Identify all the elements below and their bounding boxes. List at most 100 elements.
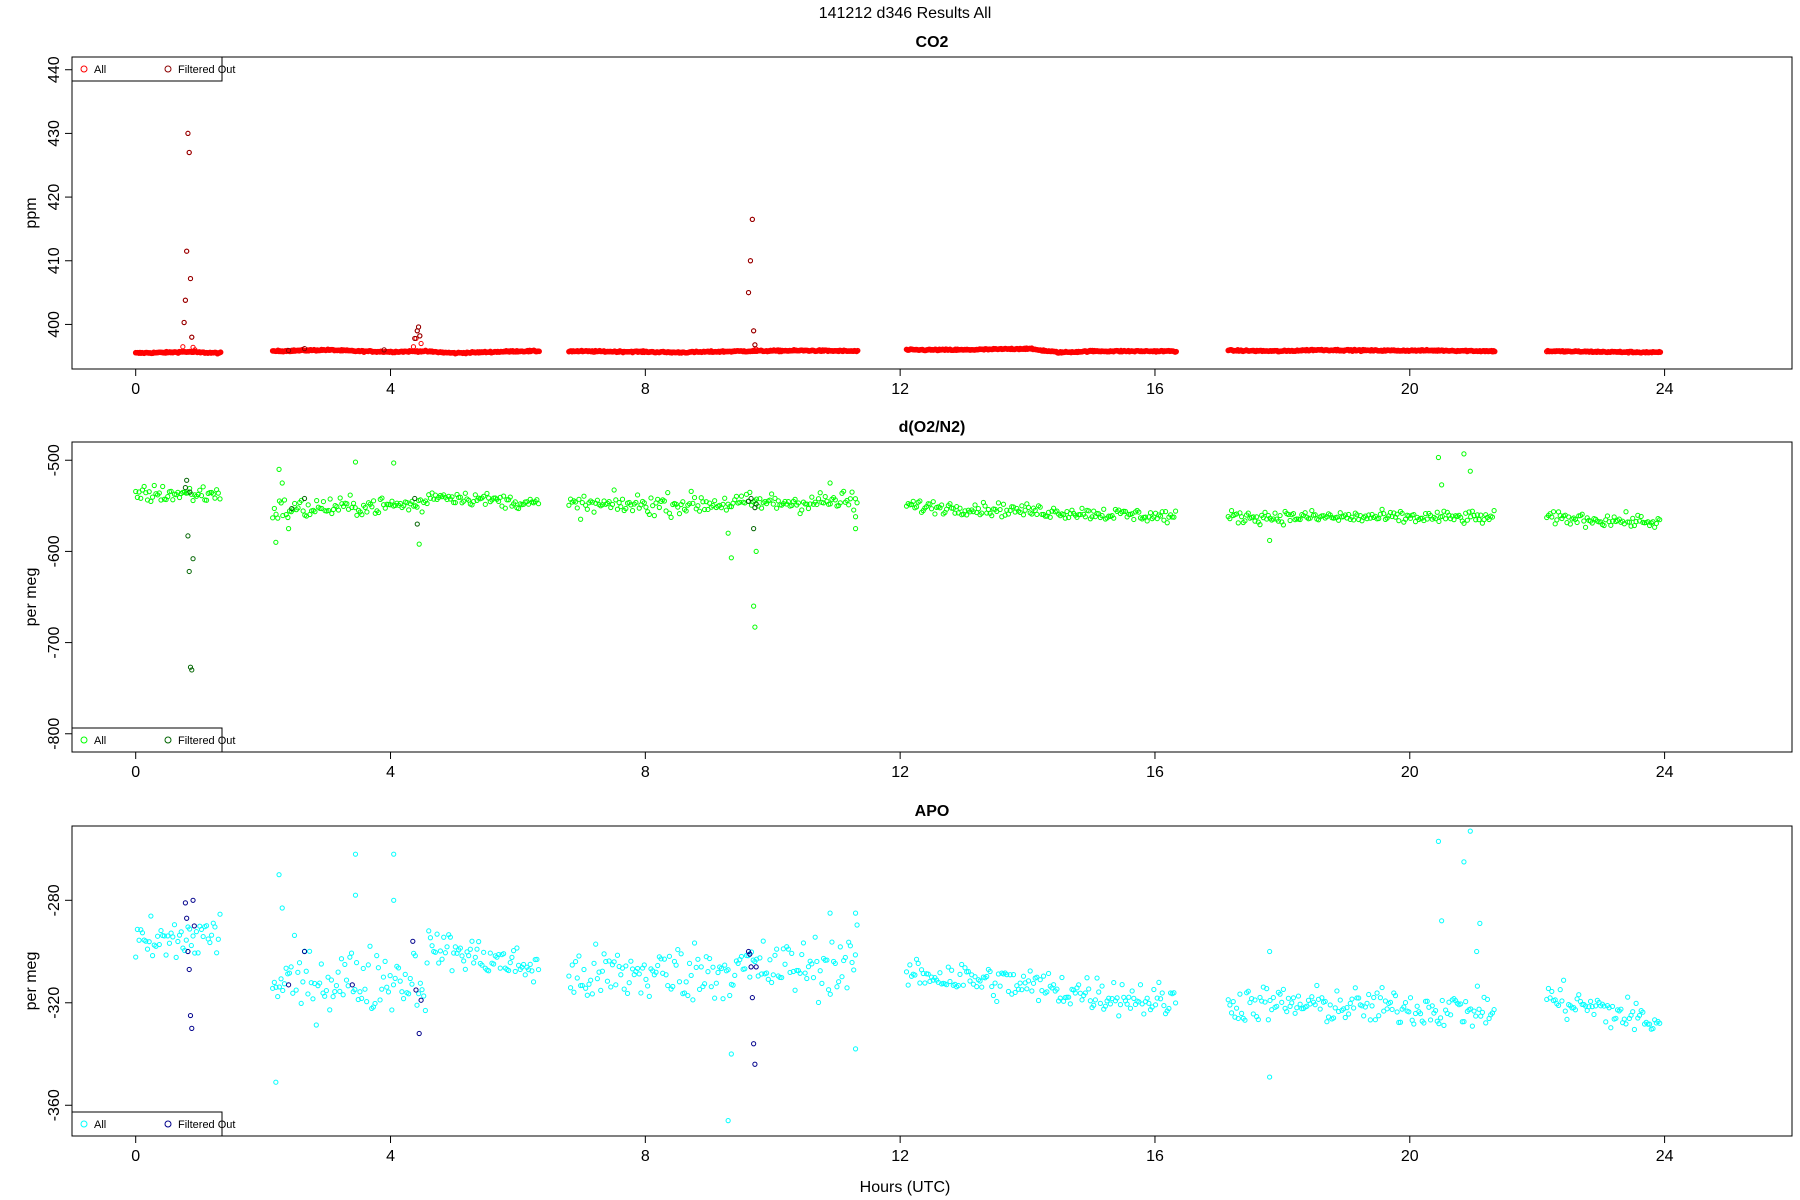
data-point bbox=[1604, 513, 1611, 519]
data-point bbox=[168, 488, 174, 494]
x-tick-label: 16 bbox=[1146, 1148, 1164, 1165]
x-tick-label: 4 bbox=[386, 381, 395, 398]
data-point bbox=[792, 496, 798, 502]
data-point bbox=[623, 963, 629, 969]
data-point bbox=[1561, 977, 1567, 983]
data-point bbox=[809, 494, 815, 500]
data-point bbox=[1082, 514, 1088, 520]
legend-symbol-all bbox=[80, 1120, 88, 1128]
data-point bbox=[522, 972, 528, 978]
panel-0: CO2 ppm 0 4 8 12 16 20 24 400 410 420 430 440 All Filte… bbox=[23, 34, 1793, 398]
data-point bbox=[273, 1079, 279, 1085]
data-point bbox=[134, 494, 140, 500]
data-point bbox=[197, 487, 203, 493]
data-point bbox=[1025, 978, 1032, 984]
data-point bbox=[1262, 509, 1268, 515]
filtered-point bbox=[747, 258, 754, 264]
y-tick-label: -500 bbox=[46, 444, 63, 476]
data-point bbox=[1124, 1001, 1130, 1007]
data-point bbox=[298, 1000, 304, 1007]
data-point bbox=[646, 511, 652, 518]
data-point bbox=[1379, 984, 1385, 991]
data-point bbox=[534, 956, 540, 962]
filtered-point bbox=[182, 297, 188, 303]
data-point bbox=[1111, 979, 1117, 986]
data-point bbox=[1239, 1010, 1245, 1016]
data-point bbox=[1285, 511, 1292, 518]
data-point bbox=[276, 984, 282, 990]
data-point bbox=[955, 982, 961, 989]
data-point bbox=[529, 968, 535, 974]
legend-symbol-all bbox=[80, 736, 88, 744]
data-point bbox=[400, 996, 407, 1002]
data-point bbox=[1439, 918, 1445, 924]
filtered-point bbox=[413, 987, 419, 993]
data-point bbox=[1572, 1007, 1579, 1013]
data-point bbox=[1319, 995, 1325, 1001]
data-point bbox=[295, 505, 301, 511]
data-point bbox=[1019, 987, 1025, 993]
filtered-point bbox=[190, 897, 196, 903]
data-point bbox=[614, 952, 621, 958]
data-point bbox=[1022, 507, 1028, 513]
data-point bbox=[641, 500, 647, 506]
data-point bbox=[691, 940, 698, 946]
data-point bbox=[1483, 1020, 1489, 1026]
data-point bbox=[571, 989, 577, 995]
data-point bbox=[656, 504, 662, 511]
legend: All Filtered Out bbox=[71, 1111, 235, 1137]
data-point bbox=[275, 515, 281, 521]
data-point bbox=[795, 500, 802, 506]
data-point bbox=[629, 508, 636, 514]
data-point bbox=[613, 497, 619, 503]
data-point bbox=[467, 946, 473, 952]
data-point bbox=[476, 939, 482, 945]
data-point bbox=[432, 492, 438, 498]
data-point bbox=[472, 492, 478, 498]
data-point bbox=[215, 490, 221, 496]
data-point bbox=[947, 978, 953, 985]
data-point bbox=[1122, 508, 1129, 515]
data-point bbox=[665, 982, 671, 989]
data-point bbox=[957, 505, 963, 511]
data-point bbox=[827, 910, 833, 916]
data-point bbox=[217, 496, 223, 502]
data-point bbox=[984, 973, 990, 980]
y-tick-label: 410 bbox=[46, 247, 63, 274]
data-point bbox=[466, 953, 472, 959]
data-point bbox=[1361, 1013, 1367, 1019]
data-point bbox=[479, 962, 485, 968]
data-point bbox=[832, 960, 838, 967]
data-point bbox=[1119, 982, 1125, 988]
data-point bbox=[1474, 948, 1480, 955]
data-point bbox=[1448, 1012, 1454, 1018]
data-point bbox=[380, 974, 387, 980]
filtered-point bbox=[184, 915, 190, 921]
data-point bbox=[1344, 1005, 1350, 1011]
data-point bbox=[1650, 1025, 1656, 1032]
data-point bbox=[149, 494, 156, 500]
data-point bbox=[501, 951, 507, 957]
data-point bbox=[288, 964, 294, 970]
data-point bbox=[1376, 515, 1382, 522]
data-point bbox=[325, 507, 332, 514]
data-point bbox=[379, 986, 385, 992]
data-point bbox=[155, 933, 161, 939]
y-axis-title: per meg bbox=[23, 952, 40, 1011]
data-point bbox=[515, 505, 522, 512]
data-point bbox=[1309, 507, 1315, 514]
data-point bbox=[486, 968, 492, 974]
data-point bbox=[1146, 1000, 1152, 1006]
data-point bbox=[1019, 503, 1025, 509]
data-point bbox=[1640, 1009, 1646, 1015]
data-point bbox=[665, 490, 671, 496]
data-point bbox=[770, 972, 776, 978]
data-point bbox=[144, 946, 151, 952]
legend-symbol-filtered bbox=[164, 65, 172, 73]
filtered-point bbox=[745, 948, 752, 955]
data-point bbox=[1324, 1019, 1330, 1025]
data-point bbox=[338, 956, 345, 962]
data-point bbox=[675, 946, 681, 953]
data-point bbox=[1657, 349, 1664, 355]
x-axis-title: Hours (UTC) bbox=[860, 1179, 951, 1196]
